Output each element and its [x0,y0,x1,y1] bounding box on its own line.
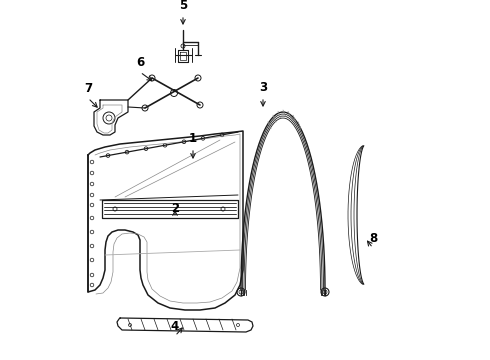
Text: 5: 5 [179,0,187,12]
Text: 3: 3 [259,81,267,94]
Text: 4: 4 [171,320,179,333]
Text: 2: 2 [171,202,179,215]
Text: 8: 8 [369,232,377,245]
Text: 6: 6 [136,56,144,69]
Text: 7: 7 [84,82,92,95]
Text: 1: 1 [189,132,197,145]
